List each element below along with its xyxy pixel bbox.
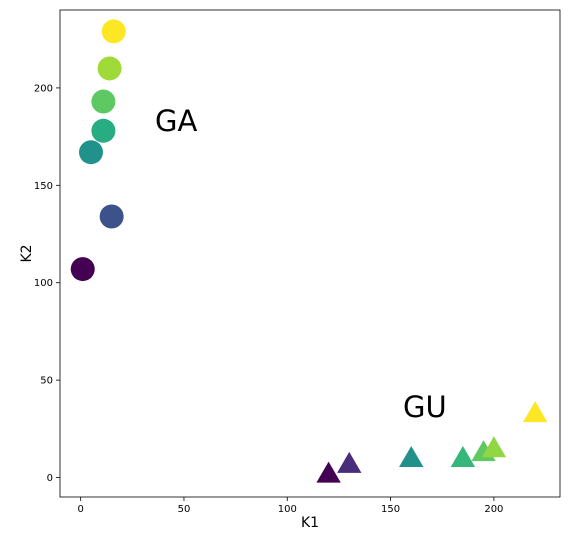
annotation-label: GU (403, 390, 447, 424)
data-markers (70, 19, 548, 483)
circle-point (91, 118, 116, 143)
y-tick-label: 200 (34, 83, 53, 94)
x-tick-label: 200 (484, 504, 503, 515)
triangle-point (316, 461, 341, 483)
annotation-label: GA (155, 104, 197, 138)
plot-area (59, 9, 561, 498)
circle-point (78, 140, 103, 165)
triangle-point (337, 451, 362, 473)
y-tick-label: 100 (34, 278, 53, 289)
y-tick-label: 50 (40, 376, 53, 387)
x-axis-ticks: 0 50 100 150 200 (77, 497, 503, 515)
x-tick-label: 150 (381, 504, 400, 515)
annotations: GA GU (155, 104, 447, 424)
circle-point (101, 19, 126, 44)
triangle-point (481, 436, 507, 458)
triangle-point (523, 401, 548, 423)
circle-point (91, 89, 116, 114)
triangle-point (399, 445, 424, 467)
x-tick-label: 100 (278, 504, 297, 515)
circle-point (99, 204, 124, 229)
y-axis-ticks: 0 50 100 150 200 (34, 83, 60, 484)
x-tick-label: 50 (178, 504, 191, 515)
circle-point (70, 257, 95, 282)
x-tick-label: 0 (77, 504, 83, 515)
circle-point (97, 56, 122, 81)
triangle-point (450, 445, 476, 467)
y-tick-label: 0 (47, 473, 53, 484)
y-axis-label: K2 (19, 244, 35, 262)
y-tick-label: 150 (34, 181, 53, 192)
x-axis-label: K1 (301, 515, 319, 531)
